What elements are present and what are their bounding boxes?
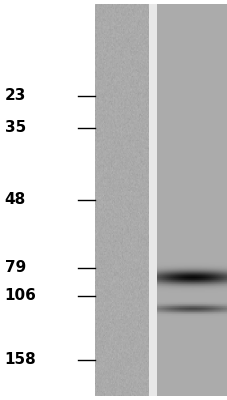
Bar [157, 4, 227, 396]
Bar [94, 4, 148, 396]
Text: 106: 106 [5, 288, 36, 304]
Text: 35: 35 [5, 120, 26, 136]
Text: 158: 158 [5, 352, 36, 368]
Text: 48: 48 [5, 192, 26, 208]
Bar [148, 4, 157, 396]
Text: 23: 23 [5, 88, 26, 104]
Text: 79: 79 [5, 260, 26, 276]
